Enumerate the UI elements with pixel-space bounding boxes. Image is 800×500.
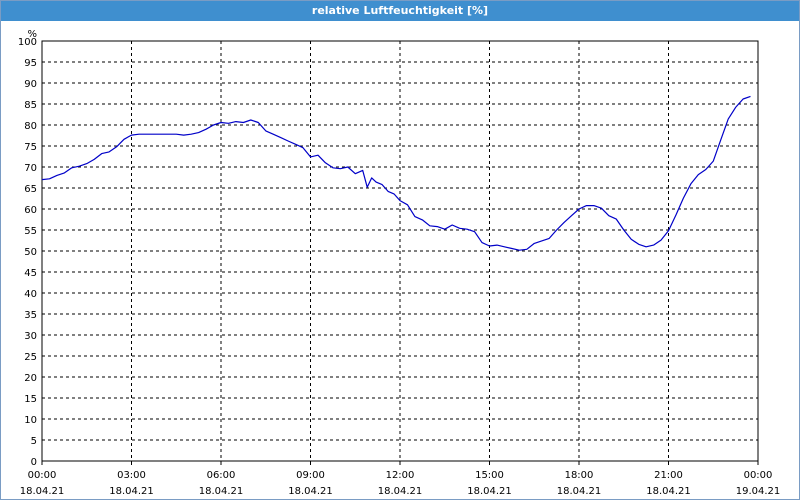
x-tick-date-label: 18.04.21: [467, 486, 512, 497]
x-tick-date-label: 18.04.21: [199, 486, 244, 497]
x-tick-date-label: 18.04.21: [20, 486, 65, 497]
x-tick-time-label: 03:00: [117, 470, 146, 481]
y-tick-label: 80: [24, 121, 37, 132]
plot-frame: [41, 40, 759, 462]
tick-labels: 0 5 10 15 20 25 30 35 40 45 50 55 60 65 70 75 80 85 90 95 10…: [18, 29, 780, 497]
y-tick-label: 15: [24, 394, 37, 405]
chart-title: relative Luftfeuchtigkeit [%]: [1, 1, 799, 21]
y-tick-label: 90: [24, 79, 37, 90]
x-tick-time-label: 12:00: [386, 470, 415, 481]
grid: [42, 41, 758, 461]
x-tick-date-label: 18.04.21: [378, 486, 423, 497]
x-tick-time-label: 09:00: [296, 470, 325, 481]
y-tick-label: 50: [24, 247, 37, 258]
series-layer: [41, 95, 751, 251]
y-tick-label: 95: [24, 58, 37, 69]
y-tick-label: 0: [31, 457, 37, 468]
x-tick-date-label: 18.04.21: [557, 486, 602, 497]
y-tick-label: 45: [24, 268, 37, 279]
x-tick-time-label: 18:00: [565, 470, 594, 481]
y-tick-label: 35: [24, 310, 37, 321]
y-tick-label: 100: [18, 37, 37, 48]
y-tick-label: 70: [24, 163, 37, 174]
x-tick-time-label: 21:00: [654, 470, 683, 481]
y-tick-label: 55: [24, 226, 37, 237]
x-tick-time-label: 15:00: [475, 470, 504, 481]
y-tick-label: 10: [24, 415, 37, 426]
y-tick-label: 30: [24, 331, 37, 342]
humidity-series-line: [41, 95, 751, 251]
x-tick-time-label: 06:00: [207, 470, 236, 481]
y-tick-label: 20: [24, 373, 37, 384]
y-tick-label: 65: [24, 184, 37, 195]
y-tick-label: 40: [24, 289, 37, 300]
x-tick-time-label: 00:00: [28, 470, 57, 481]
x-tick-date-label: 19.04.21: [736, 486, 781, 497]
x-tick-date-label: 18.04.21: [646, 486, 691, 497]
y-tick-label: 25: [24, 352, 37, 363]
y-tick-label: 85: [24, 100, 37, 111]
y-tick-label: 60: [24, 205, 37, 216]
x-tick-date-label: 18.04.21: [109, 486, 154, 497]
y-tick-label: 5: [31, 436, 37, 447]
y-axis-unit: %: [27, 29, 37, 40]
y-tick-label: 75: [24, 142, 37, 153]
axes: [41, 40, 759, 465]
x-tick-date-label: 18.04.21: [288, 486, 333, 497]
x-tick-time-label: 00:00: [744, 470, 773, 481]
